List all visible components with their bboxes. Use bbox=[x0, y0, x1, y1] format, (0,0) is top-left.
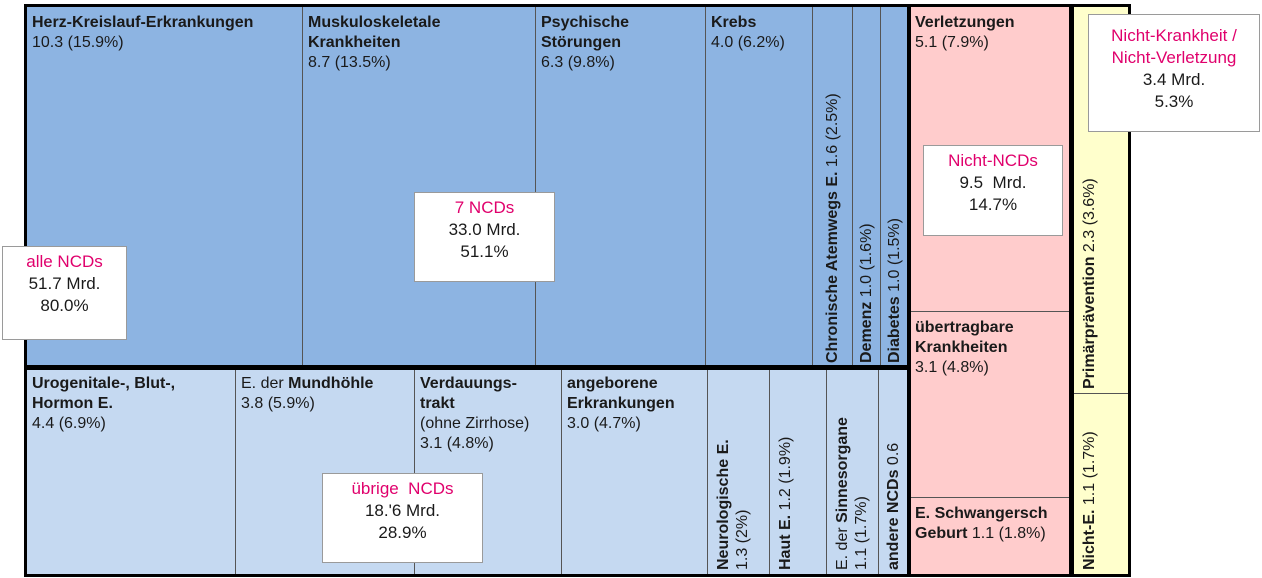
tile-label: Urogenitale-, Blut-, Hormon E. bbox=[32, 375, 176, 412]
tile-label-prefix: E. der bbox=[834, 522, 851, 570]
tile-krebs: Krebs 4.0 (6.2%) bbox=[705, 6, 813, 368]
tile-value: 6.3 (9.8%) bbox=[541, 54, 615, 71]
callout-share: 14.7% bbox=[968, 195, 1018, 214]
callout-alle-ncds: alle NCDs 51.7 Mrd. 80.0% bbox=[2, 246, 127, 340]
callout-name: alle NCDs bbox=[26, 252, 103, 271]
tile-label: Haut E. bbox=[777, 514, 794, 570]
tile-value: 10.3 (15.9%) bbox=[32, 34, 124, 51]
tile-label: andere NCDs bbox=[885, 469, 902, 570]
tile-sublabel: (ohne Zirrhose) bbox=[420, 415, 530, 432]
tile-value: 3.1 (4.8%) bbox=[915, 359, 989, 376]
tile-label: Krebs bbox=[711, 14, 757, 31]
tile-neurologische: Neurologische E. 1.3 (2%) bbox=[707, 367, 770, 575]
tile-value: 1.1 (1.8%) bbox=[971, 525, 1046, 542]
callout-share: 28.9% bbox=[378, 523, 427, 542]
tile-value: 3.8 (5.9%) bbox=[241, 395, 315, 412]
tile-muskuloskeletal: Muskuloskeletale Krankheiten 8.7 (13.5%) bbox=[302, 6, 536, 368]
callout-name: übrige NCDs bbox=[351, 479, 454, 498]
tile-uebertragbare: übertragbare Krankheiten 3.1 (4.8%) bbox=[909, 311, 1072, 498]
tile-label: Diabetes bbox=[886, 296, 903, 363]
tile-value: 1.1 (1.7%) bbox=[1081, 431, 1098, 506]
tile-value: 5.1 (7.9%) bbox=[915, 34, 989, 51]
tile-label: Sinnesorgane bbox=[834, 417, 851, 523]
tile-value: 8.7 (13.5%) bbox=[308, 54, 391, 71]
tile-label: Verdauungs-trakt bbox=[420, 375, 517, 412]
tile-diabetes: Diabetes 1.0 (1.5%) bbox=[880, 6, 909, 368]
tile-label: Primärprävention bbox=[1081, 256, 1098, 389]
tile-label: Psychische Störungen bbox=[541, 14, 630, 51]
callout-value: 18.'6 Mrd. bbox=[364, 501, 441, 520]
tile-label: Demenz bbox=[858, 301, 875, 363]
callout-share: 5.3% bbox=[1154, 92, 1194, 111]
callout-7-ncds: 7 NCDs 33.0 Mrd. 51.1% bbox=[414, 192, 555, 282]
tile-psychische: Psychische Störungen 6.3 (9.8%) bbox=[535, 6, 706, 368]
callout-name-2: Nicht-Verletzung bbox=[1111, 48, 1237, 67]
tile-haut: Haut E. 1.2 (1.9%) bbox=[769, 367, 827, 575]
callout-share: 51.1% bbox=[460, 242, 509, 261]
callout-name: Nicht-NCDs bbox=[948, 151, 1038, 170]
tile-label-prefix: E. der bbox=[241, 375, 289, 392]
callout-share: 80.0% bbox=[40, 296, 89, 315]
callout-uebrige-ncds: übrige NCDs 18.'6 Mrd. 28.9% bbox=[322, 473, 483, 563]
tile-value: 1.1 (1.7%) bbox=[853, 496, 870, 570]
tile-value: 3.0 (4.7%) bbox=[567, 415, 641, 432]
tile-label: angeborene Erkrankungen bbox=[567, 375, 675, 412]
tile-value: 3.1 (4.8%) bbox=[420, 435, 494, 452]
tile-schwangerschaft: E. Schwangersch Geburt 1.1 (1.8%) bbox=[909, 497, 1072, 575]
tile-label: übertragbare Krankheiten bbox=[915, 319, 1014, 356]
callout-value: 3.4 Mrd. bbox=[1142, 70, 1206, 89]
tile-label-2: Geburt bbox=[915, 525, 968, 542]
tile-label: Herz-Kreislauf-Erkrankungen bbox=[32, 14, 254, 31]
tile-value: 1.0 (1.5%) bbox=[886, 218, 903, 292]
tile-value: 0.6 bbox=[885, 442, 902, 466]
tile-value: 1.3 (2%) bbox=[734, 509, 751, 570]
tile-label: Verletzungen bbox=[915, 14, 1015, 31]
tile-label: Nicht-E. bbox=[1081, 509, 1098, 570]
tile-label: Muskuloskeletale Krankheiten bbox=[308, 14, 441, 51]
tile-value: 1.0 (1.6%) bbox=[858, 223, 875, 298]
tile-demenz: Demenz 1.0 (1.6%) bbox=[852, 6, 881, 368]
callout-name-1: Nicht-Krankheit / bbox=[1111, 26, 1237, 45]
tile-value: 1.6 (2.5%) bbox=[824, 93, 841, 168]
tile-value: 4.0 (6.2%) bbox=[711, 34, 785, 51]
callout-value: 33.0 Mrd. bbox=[448, 220, 521, 239]
tile-value: 2.3 (3.6%) bbox=[1081, 178, 1098, 253]
callout-nicht-ncds: Nicht-NCDs 9.5 Mrd. 14.7% bbox=[923, 145, 1063, 236]
callout-nicht-krankheit: Nicht-Krankheit / Nicht-Verletzung 3.4 M… bbox=[1088, 14, 1260, 132]
tile-sinnesorgane: E. der Sinnesorgane 1.1 (1.7%) bbox=[826, 367, 879, 575]
tile-nicht-e: Nicht-E. 1.1 (1.7%) bbox=[1071, 393, 1129, 575]
tile-atemwegs: Chronische Atemwegs E. 1.6 (2.5%) bbox=[812, 6, 853, 368]
tile-label: Mundhöhle bbox=[288, 375, 374, 392]
tile-angeborene: angeborene Erkrankungen 3.0 (4.7%) bbox=[561, 367, 708, 575]
tile-value: 1.2 (1.9%) bbox=[777, 436, 794, 511]
callout-value: 9.5 Mrd. bbox=[959, 173, 1027, 192]
tile-label: Neurologische E. bbox=[715, 439, 732, 570]
callout-name: 7 NCDs bbox=[454, 198, 515, 217]
tile-label: Chronische Atemwegs E. bbox=[824, 171, 841, 363]
tile-value: 4.4 (6.9%) bbox=[32, 415, 106, 432]
tile-urogenitale: Urogenitale-, Blut-, Hormon E. 4.4 (6.9%… bbox=[26, 367, 236, 575]
callout-value: 51.7 Mrd. bbox=[28, 274, 101, 293]
tile-label: E. Schwangersch bbox=[915, 505, 1048, 522]
tile-andere-ncds: andere NCDs 0.6 bbox=[878, 367, 909, 575]
